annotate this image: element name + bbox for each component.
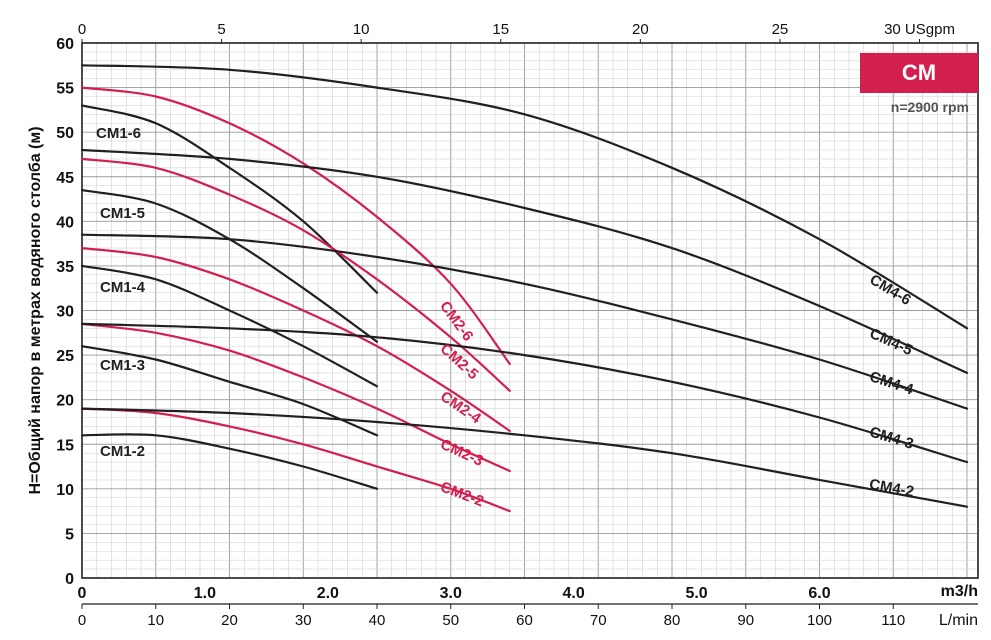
curve-label-cm1-4: CM1-4	[100, 279, 146, 296]
y-tick-label: 15	[56, 437, 74, 454]
grid-layer	[81, 42, 979, 579]
curve-cm1-2	[80, 433, 379, 490]
curve-cm2-2	[80, 407, 511, 513]
x-lmin-tick-label: 100	[807, 612, 832, 629]
curve-cm2-6	[80, 86, 511, 366]
y-tick-label: 55	[56, 81, 74, 98]
x-lmin-unit: L/min	[939, 612, 978, 629]
y-tick-label: 10	[56, 482, 74, 499]
x-top-tick-label: 15	[492, 21, 509, 38]
x-lmin-tick-label: 0	[78, 612, 86, 629]
curve-cm2-4	[80, 247, 511, 432]
curve-cm4-4	[80, 233, 969, 410]
curve-label-cm1-6: CM1-6	[96, 125, 141, 142]
y-tick-label: 5	[65, 526, 74, 543]
x-lmin-tick-label: 50	[442, 612, 459, 629]
curve-cm2-5	[80, 157, 511, 392]
y-tick-label: 30	[56, 304, 74, 321]
curve-cm4-2	[80, 407, 969, 508]
curve-label-cm1-2: CM1-2	[100, 443, 145, 460]
x-lmin-tick-label: 90	[737, 612, 754, 629]
x-lmin-tick-label: 10	[147, 612, 164, 629]
x-m3h-tick-label: 1.0	[194, 585, 216, 602]
x-top-tick-label: 5	[217, 21, 225, 38]
x-top-tick-label: 0	[78, 21, 86, 38]
x-m3h-tick-label: 5.0	[685, 585, 707, 602]
series-badge	[860, 53, 978, 93]
plot-frame	[81, 42, 979, 579]
y-tick-label: 0	[65, 571, 74, 588]
y-tick-label: 60	[56, 36, 74, 53]
x-lmin-tick-label: 60	[516, 612, 533, 629]
y-axis-title: H=Общий напор в метрах водяного столба (…	[27, 126, 44, 494]
x-top-tick-label: 10	[353, 21, 370, 38]
curve-cm1-4	[80, 264, 379, 388]
x-m3h-tick-label: 0	[78, 585, 87, 602]
series-badge-label: CM	[902, 60, 936, 85]
y-tick-label: 25	[56, 348, 74, 365]
y-tick-label: 50	[56, 125, 74, 142]
y-tick-label: 35	[56, 259, 74, 276]
x-m3h-tick-label: 3.0	[440, 585, 462, 602]
x-lmin-tick-label: 30	[295, 612, 312, 629]
y-tick-label: 20	[56, 393, 74, 410]
x-m3h-tick-label: 6.0	[808, 585, 830, 602]
curve-layer	[80, 64, 969, 513]
x-top-tick-label: 20	[632, 21, 649, 38]
speed-note: n=2900 rpm	[891, 99, 969, 115]
x-m3h-tick-label: 2.0	[317, 585, 339, 602]
curve-cm2-3	[80, 322, 511, 473]
y-tick-label: 40	[56, 214, 74, 231]
curve-label-cm1-3: CM1-3	[100, 357, 145, 374]
curve-label-cm1-5: CM1-5	[100, 205, 145, 222]
x-lmin-tick-label: 20	[221, 612, 238, 629]
x-m3h-unit: m3/h	[941, 583, 978, 600]
x-lmin-tick-label: 70	[590, 612, 607, 629]
x-lmin-tick-label: 80	[664, 612, 681, 629]
curve-cm4-6	[80, 64, 969, 330]
x-lmin-tick-label: 110	[881, 612, 905, 629]
x-m3h-tick-label: 4.0	[563, 585, 585, 602]
curve-cm4-5	[80, 148, 969, 374]
x-top-tick-label: 25	[772, 21, 789, 38]
x-lmin-tick-label: 40	[369, 612, 386, 629]
curve-cm1-3	[80, 345, 379, 437]
y-tick-label: 45	[56, 170, 74, 187]
badge-layer: CM n=2900 rpm	[860, 53, 978, 115]
curve-cm4-3	[80, 322, 969, 464]
x-top-tick-label: 30 USgpm	[884, 21, 955, 38]
